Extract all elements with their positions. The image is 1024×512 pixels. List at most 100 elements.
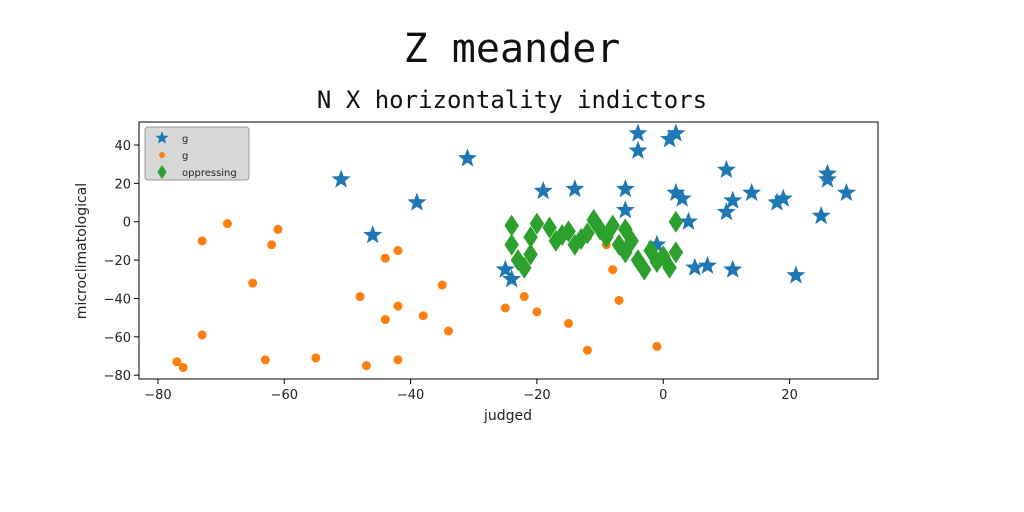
star-point: [672, 188, 692, 207]
star-point: [502, 269, 522, 288]
legend-marker: [157, 165, 167, 179]
data-points: [172, 123, 856, 372]
circle-point: [652, 341, 662, 351]
star-point: [565, 179, 585, 198]
star-point: [457, 148, 477, 167]
star-point: [811, 205, 831, 225]
star-point: [716, 202, 736, 221]
x-tick-label: −60: [271, 388, 298, 403]
star-point: [666, 123, 686, 142]
y-tick-label: −20: [104, 254, 131, 269]
circle-point: [311, 353, 321, 363]
circle-point: [361, 361, 371, 371]
legend-marker: [159, 152, 165, 158]
diamond-point: [523, 226, 538, 249]
y-tick-label: 20: [114, 177, 131, 192]
circle-point: [393, 246, 403, 255]
chart-subtitle: N X horizontality indictors: [316, 86, 708, 114]
x-tick-label: 0: [659, 388, 667, 403]
y-axis-label: microclimatological: [74, 183, 90, 319]
circle-point: [248, 278, 258, 288]
legend-box: [144, 126, 250, 181]
diamond-point: [529, 212, 545, 235]
diamond-point: [542, 216, 557, 239]
star-point: [767, 192, 787, 211]
x-tick-label: −80: [144, 388, 171, 403]
circle-point: [260, 355, 270, 365]
star-point: [615, 200, 635, 219]
diamond-point: [561, 220, 576, 243]
legend-label: g: [182, 134, 188, 145]
x-tick-label: 20: [781, 388, 798, 403]
star-point: [679, 211, 699, 230]
diamond-point: [580, 222, 595, 245]
circle-point: [443, 326, 453, 336]
circle-point: [393, 355, 403, 365]
star-point: [660, 129, 680, 148]
diamond-point: [605, 214, 620, 237]
diamond-point: [504, 233, 519, 256]
legend: gg oppressing: [144, 126, 250, 181]
circle-point: [197, 330, 207, 340]
star-point: [615, 179, 635, 198]
circle-point: [418, 311, 428, 321]
circle-point: [393, 301, 403, 311]
star-point: [786, 265, 806, 284]
y-tick-label: 40: [114, 139, 131, 154]
circle-point: [380, 315, 390, 325]
circle-point: [267, 240, 277, 250]
diamond-point: [618, 218, 633, 241]
axis-ticks: −80 −60 −40 −20 0 20 40 20 0 −20 −40 −60 −80: [104, 139, 798, 403]
diamond-point: [662, 256, 677, 279]
star-point: [363, 225, 383, 244]
star-point: [647, 234, 667, 253]
star-point: [666, 182, 686, 202]
y-tick-label: −80: [104, 369, 131, 384]
circle-point: [197, 236, 207, 246]
circle-point: [437, 280, 447, 290]
circle-point: [582, 345, 592, 355]
circle-point: [355, 292, 365, 302]
circle-point: [564, 318, 574, 328]
legend-label: g: [182, 151, 188, 162]
star-point: [723, 190, 743, 209]
star-point: [685, 257, 705, 276]
circle-point: [380, 253, 390, 263]
star-point: [407, 192, 427, 211]
circle-point: [614, 295, 624, 305]
circle-point: [532, 307, 542, 317]
circle-point: [500, 303, 510, 313]
x-axis-label: judged: [483, 408, 532, 424]
x-tick-label: −40: [397, 388, 424, 403]
star-point: [495, 259, 515, 278]
diamond-point: [504, 214, 519, 237]
x-tick-label: −20: [523, 388, 550, 403]
legend-label: oppressing: [182, 168, 237, 179]
star-point: [742, 182, 762, 202]
star-point: [817, 169, 837, 188]
circle-point: [178, 362, 188, 372]
circle-point: [172, 357, 182, 367]
circle-point: [273, 224, 283, 234]
chart-title: Z meander: [403, 26, 621, 72]
star-point: [331, 169, 351, 188]
star-point: [773, 188, 793, 207]
star-point: [836, 182, 856, 202]
star-point: [716, 159, 736, 179]
diamond-point: [523, 243, 538, 266]
diamond-point: [517, 256, 532, 279]
y-tick-label: −40: [104, 292, 131, 307]
star-point: [628, 123, 648, 142]
legend-marker: [155, 131, 169, 144]
star-point: [628, 140, 648, 159]
diamond-point: [668, 210, 684, 233]
circle-point: [608, 265, 618, 275]
diamond-point: [668, 241, 684, 264]
star-point: [723, 259, 743, 278]
circle-point: [519, 292, 529, 302]
diamond-point: [637, 258, 652, 281]
y-tick-label: −60: [104, 331, 131, 346]
star-point: [533, 181, 553, 200]
